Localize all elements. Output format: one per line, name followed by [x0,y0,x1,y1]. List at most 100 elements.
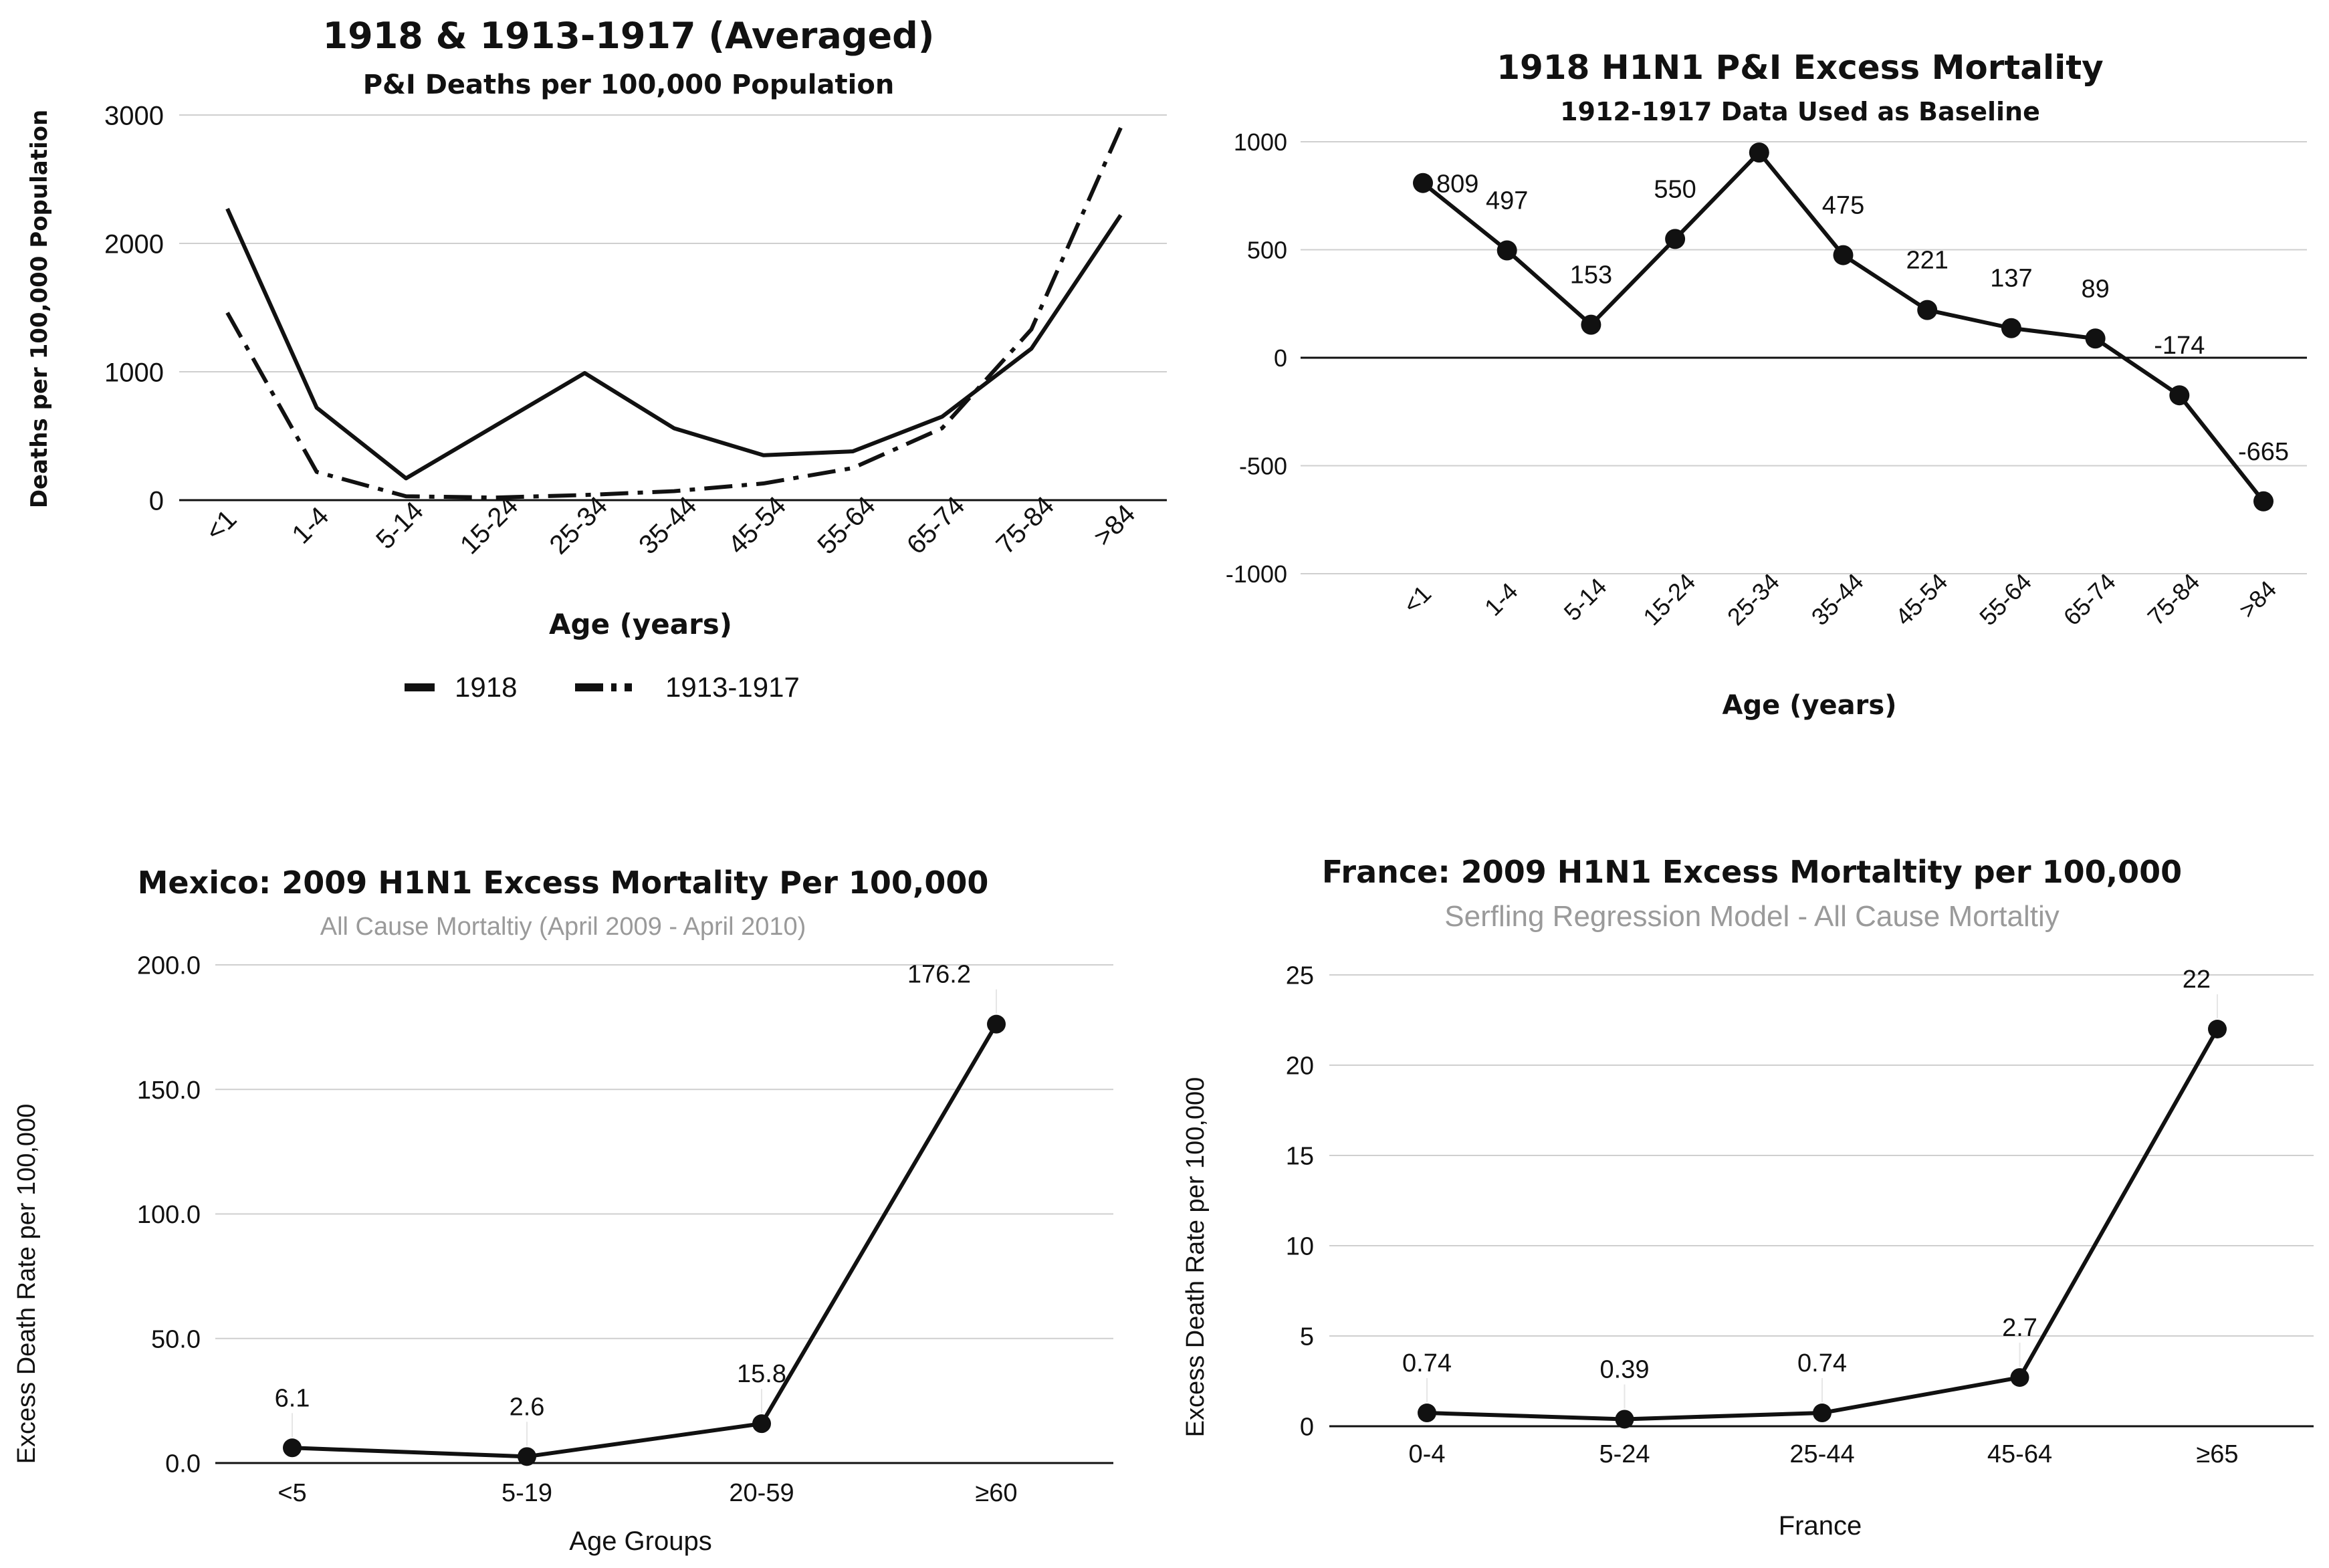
chart2-x-tick-label: 1-4 [1479,577,1523,621]
chart4-data-point [2010,1368,2029,1387]
chart4-y-tick-label: 5 [1300,1323,1314,1351]
chart4-data-point [1615,1410,1634,1429]
chart1-y-ticks: 0 1000 2000 3000 [104,101,164,516]
chart4-y-tick-label: 10 [1286,1233,1314,1261]
chart3-data-label: 15.8 [737,1360,786,1388]
chart2-data-label: 809 [1436,171,1478,199]
chart2-data-point [1917,300,1938,320]
chart-mexico-2009: Mexico: 2009 H1N1 Excess Mortality Per 1… [13,865,1113,1556]
chart3-data-point [518,1447,536,1466]
chart3-x-tick-label: 5-19 [502,1479,552,1507]
chart2-data-label: 475 [1822,192,1864,220]
chart2-data-label: 221 [1906,247,1948,275]
chart3-plot-area: 6.1 2.6 15.8 176.2 [215,961,1113,1466]
legend-label-1918: 1918 [455,671,517,703]
chart1-x-axis-label: Age (years) [549,608,732,641]
chart2-y-tick-label: 500 [1247,236,1287,263]
chart2-x-tick-label: 55-64 [1974,568,2037,631]
chart3-y-ticks: 0.0 50.0 100.0 150.0 200.0 [137,952,201,1478]
chart3-data-point [752,1414,771,1434]
legend-label-1913-1917: 1913-1917 [665,671,800,703]
chart4-data-label: 0.74 [1797,1349,1847,1377]
chart1-x-tick-label: 1-4 [286,501,334,550]
chart1-x-tick-label: 65-74 [901,491,970,560]
chart4-x-ticks: 0-4 5-24 25-44 45-64 ≥65 [1409,1440,2239,1468]
chart4-data-label: 0.74 [1402,1349,1452,1377]
chart1-y-tick-label: 3000 [104,101,164,130]
chart2-x-tick-label: 5-14 [1559,572,1612,626]
chart3-data-label: 2.6 [510,1393,545,1421]
chart3-x-axis-label: Age Groups [569,1527,711,1556]
chart3-x-tick-label: 20-59 [729,1479,794,1507]
chart3-y-tick-label: 0.0 [165,1450,201,1478]
chart4-x-tick-label: 5-24 [1599,1440,1650,1468]
chart1-series-line-2 [225,126,1123,500]
chart4-data-point [1813,1404,1832,1423]
chart2-x-tick-label: 15-24 [1638,568,1700,631]
chart-1918-excess-mortality: 1918 H1N1 P&I Excess Mortality 1912-1917… [1226,48,2307,721]
chart1-x-tick-label: 15-24 [455,491,524,560]
chart4-y-tick-label: 25 [1286,962,1314,990]
chart2-x-tick-label: 65-74 [2058,568,2121,631]
chart2-data-label: -174 [2154,332,2205,360]
chart2-title: 1918 H1N1 P&I Excess Mortality [1496,48,2104,87]
chart1-x-tick-label: 45-54 [723,491,792,560]
chart1-y-axis-label: Deaths per 100,000 Population [26,110,53,508]
chart3-series-line-1 [292,1023,998,1459]
chart-france-2009: France: 2009 H1N1 Excess Mortaltity per … [1182,854,2314,1541]
chart2-data-label: 550 [1654,175,1696,203]
chart2-x-tick-label: 45-54 [1890,568,1953,631]
chart2-data-point [1833,245,1854,265]
chart4-subtitle: Serfling Regression Model - All Cause Mo… [1444,900,2060,933]
chart1-x-tick-label: 25-34 [544,491,613,560]
chart1-subtitle: P&I Deaths per 100,000 Population [363,70,895,100]
chart2-data-point [2253,491,2273,512]
chart1-series-line-1 [225,207,1123,481]
chart4-y-tick-label: 15 [1286,1143,1314,1171]
chart1-title: 1918 & 1913-1917 (Averaged) [323,15,935,57]
chart3-y-tick-label: 200.0 [137,952,201,980]
chart3-x-ticks: <5 5-19 20-59 ≥60 [278,1479,1017,1507]
chart4-data-label: 22 [2183,966,2211,994]
chart1-legend: 1918 1913-1917 [405,671,800,703]
chart1-x-tick-label: 5-14 [370,496,429,555]
chart4-x-tick-label: 25-44 [1789,1440,1854,1468]
chart2-data-point [2085,328,2106,349]
chart2-plot-area: 809 497 153 550 475 221 137 89 -174 -665 [1301,141,2307,574]
chart4-data-label: 2.7 [2002,1314,2037,1342]
chart4-y-tick-label: 20 [1286,1052,1314,1081]
chart3-data-label: 176.2 [907,961,971,989]
chart2-data-label: 153 [1570,261,1612,290]
chart1-y-tick-label: 2000 [104,229,164,259]
chart4-x-tick-label: 45-64 [1987,1440,2052,1468]
chart1-x-tick-label: 55-64 [812,491,881,560]
chart4-data-point [2208,1020,2227,1038]
chart2-x-ticks: <1 1-4 5-14 15-24 25-34 35-44 45-54 55-64 65-74 7… [1398,568,2282,631]
chart4-y-ticks: 0 5 10 15 20 25 [1286,962,1314,1442]
chart3-x-tick-label: ≥60 [975,1479,1017,1507]
chart2-data-point [1581,314,1601,335]
chart2-data-point [2001,318,2021,338]
chart3-title: Mexico: 2009 H1N1 Excess Mortality Per 1… [138,865,989,901]
chart2-x-tick-label: 35-44 [1806,568,1869,631]
chart1-plot-area [179,114,1167,501]
chart3-y-axis-label: Excess Death Rate per 100,000 [13,1104,41,1464]
chart3-x-tick-label: <5 [278,1479,306,1507]
chart3-data-point [987,1014,1006,1034]
chart4-plot-area: 0.74 0.39 0.74 2.7 22 [1329,966,2314,1429]
chart1-y-tick-label: 1000 [104,358,164,387]
chart2-data-label: 137 [1990,265,2032,293]
chart2-x-axis-label: Age (years) [1723,690,1897,721]
chart1-x-ticks: <1 1-4 5-14 15-24 25-34 35-44 45-54 55-64 65-74 7… [200,491,1141,560]
chart3-subtitle: All Cause Mortaltiy (April 2009 - April … [320,913,806,941]
chart1-x-tick-label: 75-84 [990,491,1059,560]
chart4-data-point [1418,1404,1436,1423]
chart2-data-point [1413,173,1433,193]
chart1-x-tick-label: 35-44 [633,491,702,560]
chart-1918-vs-1913-1917: 1918 & 1913-1917 (Averaged) P&I Deaths p… [26,15,1167,703]
chart2-y-tick-label: -500 [1239,452,1287,479]
chart3-y-tick-label: 150.0 [137,1077,201,1105]
chart3-data-label: 6.1 [275,1384,310,1412]
chart3-y-tick-label: 100.0 [137,1201,201,1229]
